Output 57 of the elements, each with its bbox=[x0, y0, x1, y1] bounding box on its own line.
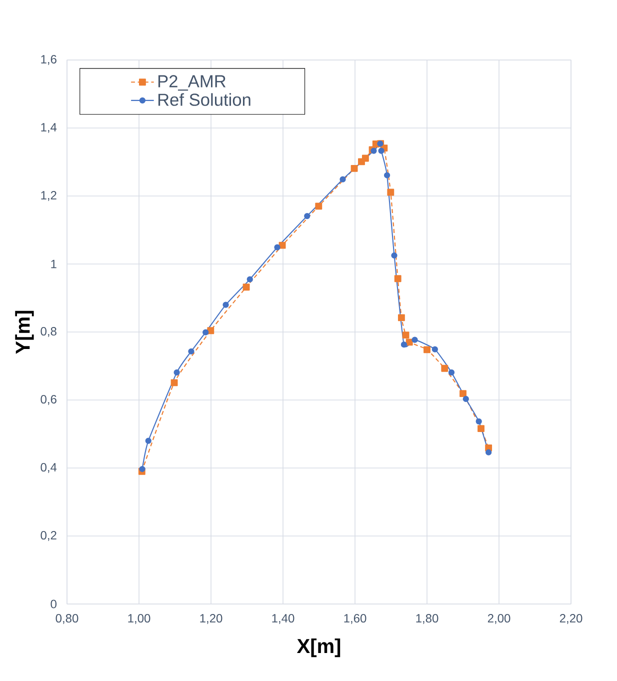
point bbox=[402, 332, 410, 339]
y-tick-label: 1 bbox=[51, 260, 56, 268]
y-tick-label: 1,6 bbox=[41, 55, 56, 65]
y-tick-label: 0 bbox=[50, 600, 56, 608]
point bbox=[174, 369, 180, 376]
point bbox=[432, 346, 438, 352]
point bbox=[412, 336, 418, 343]
point bbox=[350, 164, 358, 172]
point bbox=[222, 302, 229, 308]
point bbox=[441, 364, 448, 372]
y-tick-label: 0,6 bbox=[40, 395, 56, 405]
y-tick-label: 1,4 bbox=[41, 123, 57, 133]
point bbox=[202, 329, 209, 336]
x-tick-label: 0,80 bbox=[56, 614, 78, 624]
point bbox=[362, 154, 369, 162]
x-tick-label: 2,20 bbox=[560, 614, 582, 624]
y-tick-label: 0,4 bbox=[40, 463, 57, 473]
point bbox=[391, 252, 398, 259]
point bbox=[462, 396, 469, 402]
point bbox=[398, 314, 405, 322]
point bbox=[460, 390, 466, 398]
point bbox=[394, 275, 402, 282]
y-tick-label: 0,8 bbox=[40, 327, 56, 337]
point bbox=[340, 176, 346, 182]
point bbox=[384, 172, 390, 178]
point bbox=[274, 244, 280, 250]
point bbox=[246, 276, 253, 282]
legend-label: P2_AMR bbox=[158, 75, 226, 91]
x-axis-title: X[m] bbox=[296, 638, 340, 658]
point bbox=[378, 148, 384, 154]
point bbox=[476, 418, 482, 424]
point bbox=[424, 346, 430, 354]
point bbox=[242, 284, 250, 291]
x-tick-label: 1,80 bbox=[416, 614, 438, 624]
legend-label: Ref Solution bbox=[158, 93, 250, 106]
point bbox=[139, 466, 146, 472]
x-tick-label: 2,00 bbox=[488, 614, 510, 624]
x-tick-label: 1,00 bbox=[128, 614, 150, 624]
point bbox=[170, 379, 178, 386]
x-tick-label: 1,20 bbox=[200, 614, 222, 624]
point bbox=[387, 188, 394, 196]
point bbox=[278, 242, 286, 249]
y-tick-label: 0,2 bbox=[40, 531, 56, 541]
point bbox=[145, 438, 152, 444]
point bbox=[406, 338, 413, 346]
point bbox=[304, 212, 310, 220]
point bbox=[207, 327, 214, 334]
point bbox=[478, 425, 484, 432]
point bbox=[448, 369, 455, 376]
point bbox=[188, 348, 194, 354]
x-tick-label: 1,40 bbox=[272, 614, 294, 624]
y-axis-title: Y[m] bbox=[15, 310, 34, 354]
point bbox=[485, 449, 492, 456]
y-tick-label: 1,2 bbox=[41, 191, 56, 201]
point bbox=[315, 202, 322, 210]
x-tick-label: 1,60 bbox=[344, 614, 366, 624]
point bbox=[400, 342, 408, 348]
